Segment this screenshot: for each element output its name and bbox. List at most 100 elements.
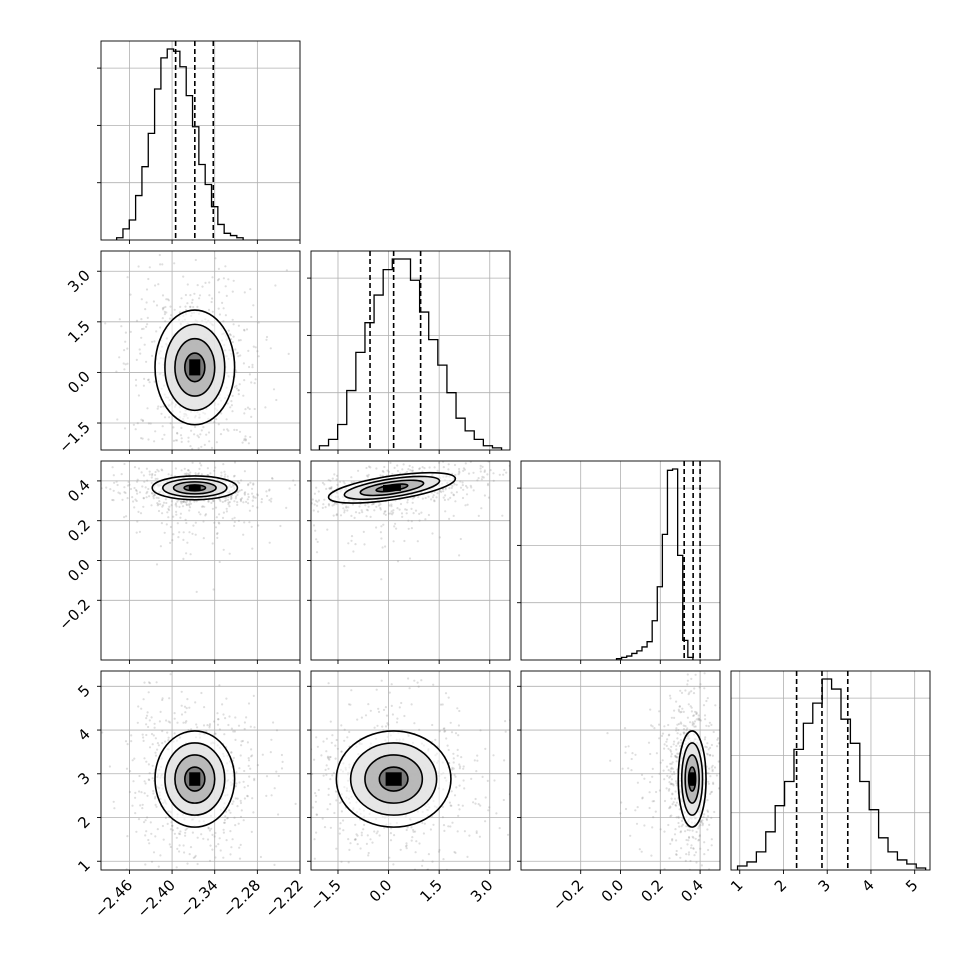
y-tick-label: 0.0 [64, 368, 94, 398]
sample-point [705, 818, 709, 822]
sample-point [487, 809, 490, 812]
sample-point [381, 469, 384, 473]
sample-point [413, 830, 417, 833]
sample-point [252, 482, 255, 485]
sample-point [640, 773, 644, 777]
sample-point [222, 856, 225, 859]
sample-point [691, 722, 694, 725]
sample-point [410, 826, 413, 829]
sample-point [693, 720, 697, 723]
sample-point [705, 724, 708, 727]
sample-point [400, 512, 404, 515]
sample-point [180, 713, 184, 716]
histogram-step [736, 678, 927, 870]
sample-point [411, 469, 414, 472]
sample-point [448, 517, 451, 521]
sample-point [387, 723, 390, 726]
density-peak [189, 359, 201, 376]
sample-point [436, 492, 439, 495]
histogram-step [115, 48, 244, 240]
sample-point [189, 305, 192, 308]
sample-point [334, 757, 337, 760]
sample-point [396, 560, 400, 563]
sample-point [398, 885, 400, 887]
sample-point [152, 300, 155, 303]
sample-point [164, 740, 167, 743]
sample-point [358, 505, 361, 508]
sample-point [684, 689, 687, 692]
sample-point [161, 437, 164, 441]
sample-point [148, 778, 151, 782]
sample-point [152, 792, 155, 795]
sample-point [151, 764, 154, 767]
sample-point [182, 500, 185, 503]
sample-point [215, 418, 218, 421]
sample-point [176, 847, 179, 851]
sample-point [239, 500, 243, 503]
sample-point [116, 418, 119, 421]
sample-point [438, 461, 441, 464]
sample-point [208, 726, 211, 729]
sample-point [690, 844, 693, 847]
sample-point [225, 697, 228, 700]
sample-point [231, 517, 234, 520]
sample-point [439, 489, 442, 492]
sample-point [706, 753, 710, 756]
sample-point [145, 714, 149, 717]
sample-point [233, 474, 236, 477]
sample-point [388, 856, 391, 859]
sample-point [256, 350, 259, 353]
sample-point [170, 474, 173, 477]
sample-point [411, 466, 414, 469]
sample-point [667, 723, 670, 727]
sample-point [486, 473, 489, 476]
sample-point [693, 854, 696, 857]
sample-point [161, 742, 164, 745]
sample-point [208, 440, 211, 443]
sample-point [710, 723, 713, 727]
sample-point [140, 318, 143, 321]
sample-point [417, 496, 420, 499]
sample-point [693, 687, 696, 690]
sample-point [160, 468, 163, 471]
sample-point [711, 770, 714, 773]
sample-point [631, 752, 634, 755]
sample-point [290, 833, 292, 835]
sample-point [458, 784, 461, 787]
x-tick-label: −2.28 [219, 876, 264, 921]
sample-point [129, 770, 132, 773]
sample-point [135, 531, 138, 534]
sample-point [144, 819, 147, 822]
sample-point [166, 731, 169, 734]
sample-point [151, 456, 153, 458]
sample-point [222, 548, 225, 551]
sample-point [340, 810, 343, 813]
sample-point [239, 799, 242, 803]
sample-point [630, 769, 633, 772]
sample-point [323, 826, 327, 829]
sample-point [133, 466, 137, 469]
sample-point [316, 500, 319, 503]
sample-point [257, 524, 260, 527]
sample-point [253, 777, 256, 780]
sample-point [158, 253, 161, 257]
sample-point [702, 704, 706, 707]
histogram-panel-3 [730, 670, 931, 871]
sample-point [345, 505, 348, 508]
sample-point [708, 754, 712, 757]
sample-point [379, 506, 382, 510]
sample-point [247, 483, 250, 486]
sample-point [241, 441, 244, 444]
sample-point [431, 723, 434, 727]
sample-point [717, 787, 720, 790]
sample-point [186, 541, 189, 544]
sample-point [503, 759, 506, 762]
sample-point [124, 331, 127, 334]
sample-point [250, 381, 253, 384]
sample-point [461, 804, 464, 807]
sample-point [412, 830, 415, 833]
sample-point [189, 502, 193, 505]
sample-point [161, 307, 164, 310]
sample-point [251, 797, 254, 800]
sample-point [707, 748, 710, 751]
